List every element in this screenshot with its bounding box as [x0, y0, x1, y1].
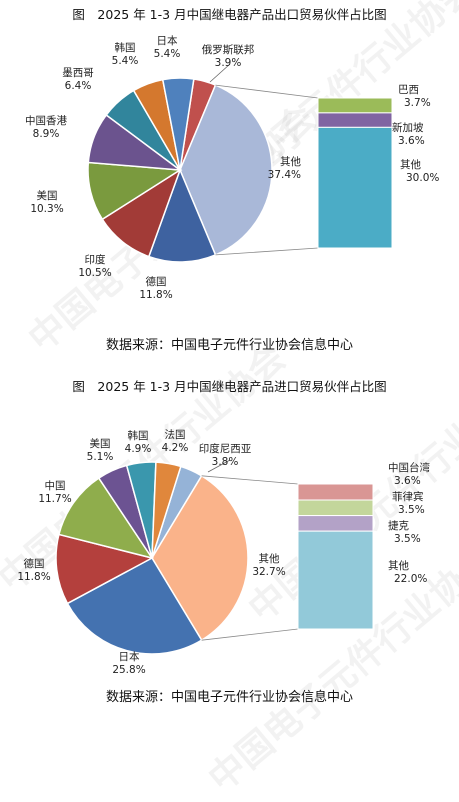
slice-label: 韩国 [128, 429, 149, 442]
breakdown-value-label: 30.0% [406, 172, 439, 184]
pie-slice-1 [151, 474, 249, 642]
breakdown-value-label: 3.6% [394, 475, 421, 487]
export-partner-chart: 图 2025 年 1-3 月中国继电器产品出口贸易伙伴占比图 俄罗斯联邦 3.9%… [0, 0, 459, 360]
slice-value-label: 11.7% [38, 493, 71, 505]
connector-line [215, 84, 319, 99]
breakdown-value-label: 3.7% [404, 97, 431, 109]
breakdown-value-label: 3.6% [398, 135, 425, 147]
breakdown-label: 菲律宾 [392, 490, 424, 503]
breakdown-segment-2 [297, 515, 374, 532]
chart-title: 图 2025 年 1-3 月中国继电器产品进口贸易伙伴占比图 [72, 379, 387, 394]
breakdown-label: 其他 [388, 559, 409, 572]
pie-slice-7 [151, 461, 182, 559]
import-partner-chart: 图 2025 年 1-3 月中国继电器产品进口贸易伙伴占比图 印度尼西亚 3.8%… [0, 368, 459, 710]
slice-value-label: 3.8% [212, 456, 239, 468]
connector-line [201, 628, 299, 641]
slice-value-label: 4.9% [125, 443, 152, 455]
slice-label: 日本 [157, 34, 178, 47]
slice-label: 美国 [90, 437, 111, 450]
slice-label: 中国香港 [25, 114, 67, 127]
slice-label: 日本 [119, 650, 140, 663]
breakdown-segment-1 [317, 112, 393, 128]
breakdown-label: 捷克 [388, 519, 409, 532]
import-pie-svg: 印度尼西亚3.8%其他32.7%日本25.8%德国11.8%中国11.7%美国5… [17, 428, 430, 676]
slice-value-label: 10.5% [78, 267, 111, 279]
chart-title: 图 2025 年 1-3 月中国继电器产品出口贸易伙伴占比图 [72, 7, 387, 22]
breakdown-segment-0 [297, 483, 374, 501]
slice-label: 韩国 [115, 41, 136, 54]
leader-line [209, 63, 231, 83]
connector-line [215, 247, 319, 256]
breakdown-value-label: 3.5% [398, 504, 425, 516]
slice-value-label: 3.9% [215, 57, 242, 69]
pie-slice-4 [58, 477, 154, 560]
data-source-note: 数据来源：中国电子元件行业协会信息中心 [105, 690, 353, 705]
slice-label: 德国 [146, 275, 167, 288]
breakdown-label: 新加坡 [392, 121, 424, 134]
pie-slice-3 [55, 533, 155, 605]
slice-label: 其他 [259, 552, 280, 565]
slice-label: 德国 [24, 557, 45, 570]
leader-line [207, 459, 231, 473]
connector-line [201, 475, 299, 485]
pie-slice-8 [161, 77, 195, 171]
slice-value-label: 5.1% [87, 451, 114, 463]
slice-value-label: 11.8% [17, 571, 50, 583]
slice-label: 美国 [37, 189, 58, 202]
breakdown-value-label: 22.0% [394, 573, 427, 585]
slice-value-label: 8.9% [33, 128, 60, 140]
slice-label: 印度尼西亚 [199, 442, 252, 455]
slice-value-label: 37.4% [268, 169, 301, 181]
slice-value-label: 11.8% [139, 289, 172, 301]
slice-value-label: 32.7% [252, 566, 285, 578]
slice-label: 法国 [165, 428, 186, 441]
slice-value-label: 25.8% [112, 664, 145, 676]
slice-value-label: 5.4% [154, 48, 181, 60]
breakdown-segment-0 [317, 97, 393, 114]
slice-label: 其他 [280, 155, 301, 168]
breakdown-segment-3 [297, 530, 374, 630]
breakdown-label: 其他 [400, 158, 421, 171]
slice-label: 中国 [45, 479, 66, 492]
slice-value-label: 6.4% [65, 80, 92, 92]
pie-slice-1 [179, 84, 273, 256]
export-pie-svg: 俄罗斯联邦3.9%其他37.4%德国11.8%印度10.5%美国10.3%中国香… [25, 34, 439, 301]
slice-label: 印度 [85, 253, 106, 266]
pie-slice-2 [66, 557, 203, 655]
slice-label: 俄罗斯联邦 [202, 43, 255, 56]
breakdown-label: 中国台湾 [388, 461, 430, 474]
breakdown-value-label: 3.5% [394, 533, 421, 545]
slice-value-label: 10.3% [30, 203, 63, 215]
breakdown-segment-1 [297, 499, 374, 517]
data-source-note: 数据来源：中国电子元件行业协会信息中心 [105, 338, 353, 353]
slice-label: 墨西哥 [62, 67, 94, 79]
breakdown-label: 巴西 [398, 84, 419, 96]
slice-value-label: 4.2% [162, 442, 189, 454]
slice-value-label: 5.4% [112, 55, 139, 67]
pie-slice-2 [147, 167, 217, 263]
breakdown-segment-2 [317, 126, 393, 249]
